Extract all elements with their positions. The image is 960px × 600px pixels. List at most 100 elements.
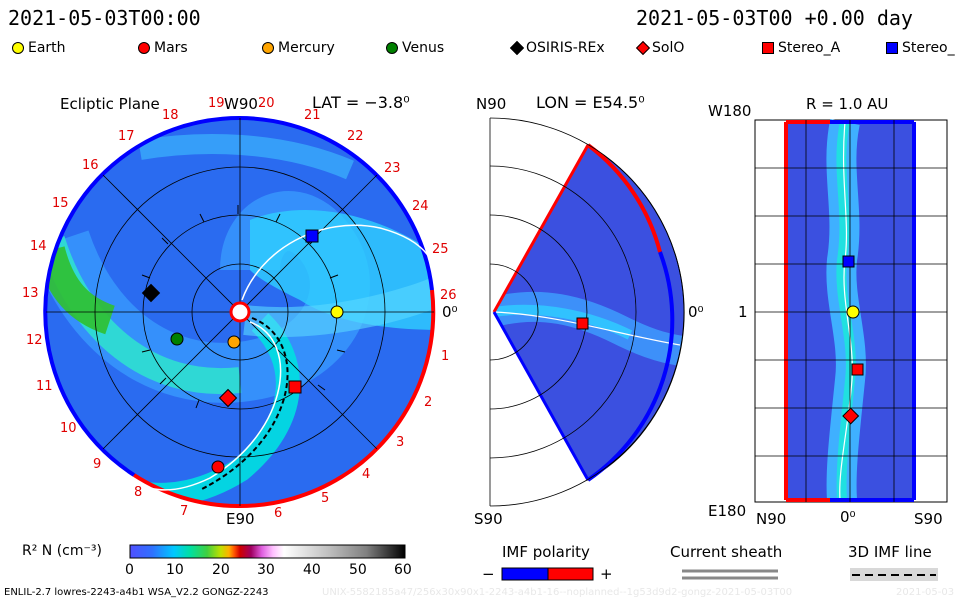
carrington-label: 7 <box>180 504 189 519</box>
venus-marker <box>170 332 184 346</box>
current-sheath-sample <box>682 569 778 580</box>
left-timestamp: 2021-05-03T00:00 <box>8 6 201 30</box>
legend-label: SolO <box>652 40 685 56</box>
stereo-b-marker-icon <box>886 42 898 54</box>
carrington-label: 16 <box>82 158 99 173</box>
carrington-label: 11 <box>36 379 53 394</box>
carrington-label: 1 <box>441 349 450 364</box>
carrington-label: 19 <box>208 96 225 111</box>
legend-label: Stereo_ <box>902 40 955 56</box>
footer-date: 2021-05-03 <box>896 587 955 598</box>
meridional-lon-label: LON = E54.5⁰ <box>536 93 645 112</box>
stereo-a-marker-icon <box>762 42 774 54</box>
colorbar-tick: 10 <box>166 562 184 578</box>
radial-heatmap <box>754 118 948 503</box>
colorbar-tick: 60 <box>394 562 412 578</box>
carrington-label: 10 <box>60 421 77 436</box>
imf-plus-sign: + <box>600 565 613 583</box>
radial-x-right: S90 <box>914 510 943 528</box>
legend-venus: Venus <box>386 40 444 56</box>
colorbar-tick: 50 <box>349 562 367 578</box>
right-timestamp: 2021-05-03T00 +0.00 day <box>636 6 913 30</box>
carrington-label: 4 <box>362 467 371 482</box>
carrington-label: 20 <box>258 96 275 111</box>
carrington-label: 17 <box>118 129 135 144</box>
carrington-label: 23 <box>384 161 401 176</box>
ecliptic-right-label: 0⁰ <box>442 303 458 321</box>
carrington-label: 9 <box>93 457 102 472</box>
imf3d-title: 3D IMF line <box>848 543 932 561</box>
legend-stereo-b: Stereo_ <box>886 40 955 56</box>
footer-run-id: UNIX-5582185a47/256x30x90x1-2243-a4b1-16… <box>322 587 793 598</box>
radial-stereo-a-marker <box>851 363 864 376</box>
meridional-bottom-label: S90 <box>474 510 503 528</box>
legend-osiris-rex: OSIRIS-REx <box>509 40 605 56</box>
mercury-marker-icon <box>262 42 274 54</box>
carrington-label: 18 <box>162 108 179 123</box>
carrington-label: 22 <box>347 129 364 144</box>
mars-marker-icon <box>138 42 150 54</box>
earth-marker <box>330 305 344 319</box>
legend-label: OSIRIS-REx <box>526 40 605 56</box>
osiris-rex-marker <box>141 283 161 303</box>
ecliptic-heatmap <box>43 116 436 508</box>
carrington-label: 26 <box>440 288 457 303</box>
colorbar-label: R² N (cm⁻³) <box>22 543 102 559</box>
solo-marker <box>218 388 238 408</box>
radial-title: R = 1.0 AU <box>806 95 889 113</box>
colorbar <box>129 544 406 559</box>
radial-top-left: W180 <box>708 102 752 120</box>
legend-earth: Earth <box>12 40 66 56</box>
carrington-label: 21 <box>304 108 321 123</box>
carrington-label: 25 <box>432 242 449 257</box>
imf3d-sample <box>850 568 938 581</box>
legend-label: Venus <box>402 40 445 56</box>
radial-stereo-b-marker <box>842 255 855 268</box>
stereo-b-marker <box>305 229 319 243</box>
carrington-label: 14 <box>30 239 47 254</box>
carrington-label: 13 <box>22 286 39 301</box>
radial-solo-marker <box>842 407 860 425</box>
meridional-right-label: 0⁰ <box>688 303 704 321</box>
carrington-label: 15 <box>52 196 69 211</box>
radial-mid-left: 1 <box>738 303 748 321</box>
colorbar-tick: 20 <box>212 562 230 578</box>
carrington-label: 3 <box>396 435 405 450</box>
legend-solo: SolO <box>635 40 685 56</box>
ecliptic-lat-label: LAT = −3.8⁰ <box>312 93 410 112</box>
colorbar-tick: 40 <box>303 562 321 578</box>
radial-x-mid: 0⁰ <box>840 508 856 526</box>
imf-polarity-title: IMF polarity <box>502 543 590 561</box>
legend-label: Mercury <box>278 40 335 56</box>
mars-marker <box>211 460 225 474</box>
radial-bottom-left: E180 <box>708 502 747 520</box>
ecliptic-bottom-label: E90 <box>226 510 255 528</box>
current-sheath-title: Current sheath <box>670 543 783 561</box>
legend-label: Earth <box>28 40 66 56</box>
carrington-label: 2 <box>424 395 433 410</box>
carrington-label: 6 <box>274 506 283 521</box>
colorbar-tick: 30 <box>257 562 275 578</box>
stereo-a-marker <box>288 380 302 394</box>
footer-run-info: ENLIL-2.7 lowres-2243-a4b1 WSA_V2.2 GONG… <box>4 587 269 598</box>
carrington-label: 8 <box>134 485 143 500</box>
imf-minus-sign: − <box>482 565 495 583</box>
ecliptic-title: Ecliptic Plane <box>60 95 160 113</box>
legend-stereo-a: Stereo_A <box>762 40 840 56</box>
legend-mars: Mars <box>138 40 188 56</box>
mercury-marker <box>227 335 241 349</box>
imf-polarity-bar <box>501 567 594 581</box>
radial-earth-marker <box>846 305 860 319</box>
carrington-label: 12 <box>26 333 43 348</box>
meridional-stereo-a-marker <box>576 317 589 330</box>
venus-marker-icon <box>386 42 398 54</box>
ecliptic-top-label: W90 <box>224 95 258 113</box>
legend-mercury: Mercury <box>262 40 335 56</box>
carrington-label: 5 <box>321 491 330 506</box>
carrington-label: 24 <box>412 199 429 214</box>
legend-label: Mars <box>154 40 188 56</box>
radial-x-left: N90 <box>756 510 787 528</box>
meridional-heatmap <box>489 117 685 507</box>
ecliptic-markers <box>141 229 344 474</box>
